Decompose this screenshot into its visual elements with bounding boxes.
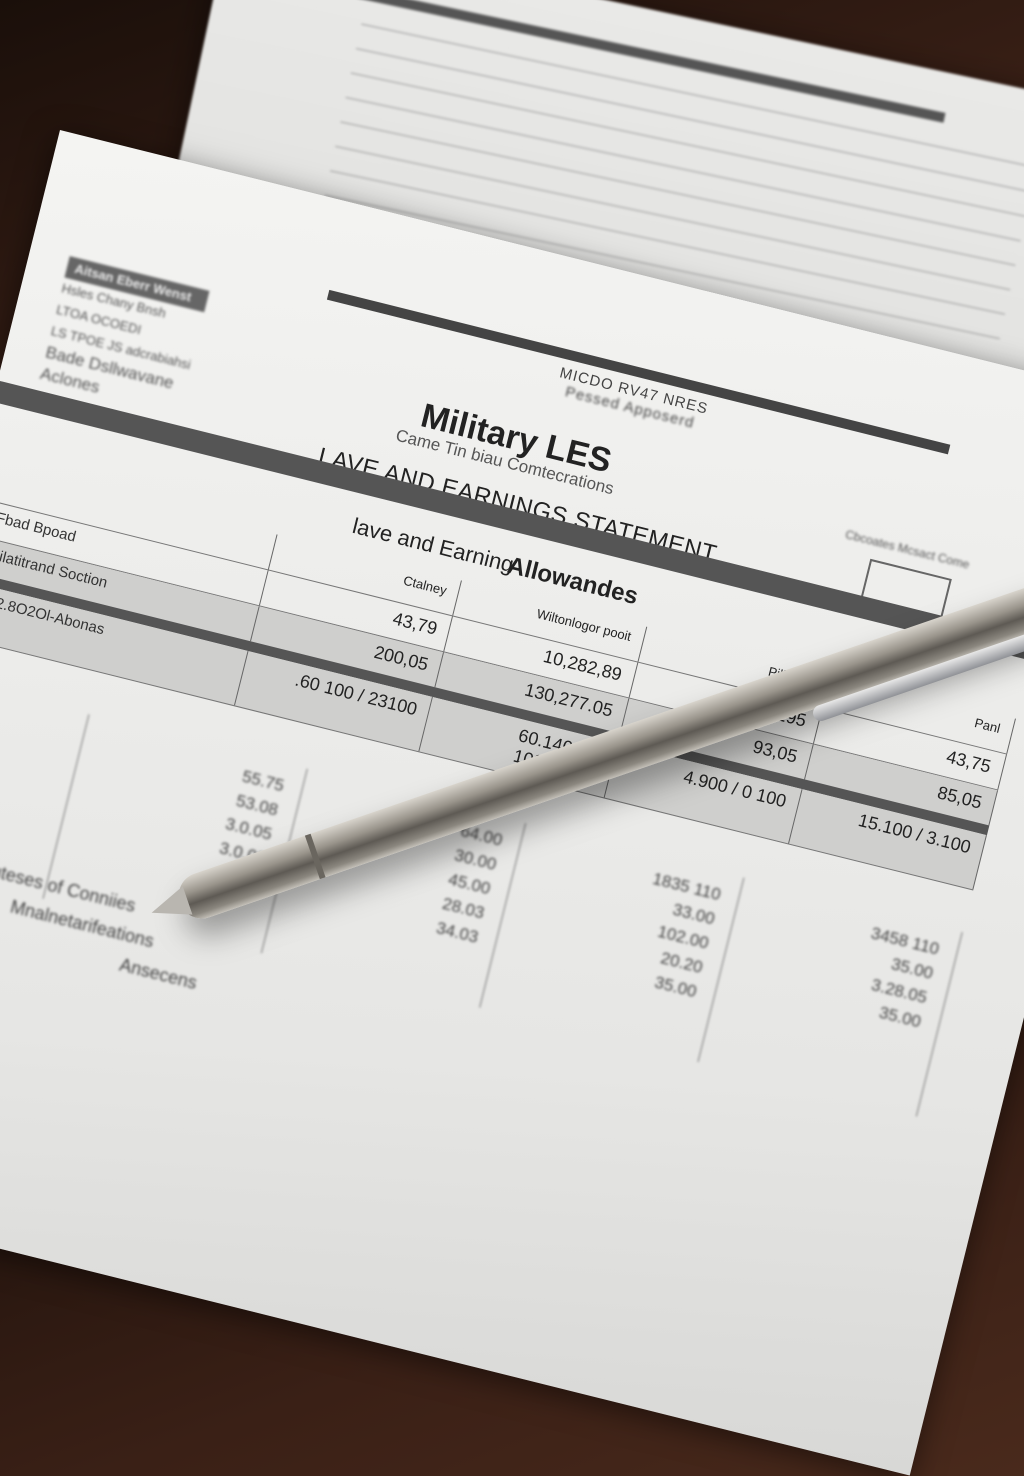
detail-column: 3458 110 35.00 3.28.05 35.00 (698, 877, 963, 1117)
box-label: Cbcoates Mcsact Come (843, 527, 971, 572)
pen-ring (304, 833, 326, 880)
header-text: MICDO RV47 NRES (557, 364, 710, 418)
detail-column: 1835 110 33.00 102.00 20.20 35.00 (480, 823, 745, 1063)
left-info-block: Aitsan Eberr Wenst Hsles Chany Bnsh LTOA… (38, 256, 210, 419)
